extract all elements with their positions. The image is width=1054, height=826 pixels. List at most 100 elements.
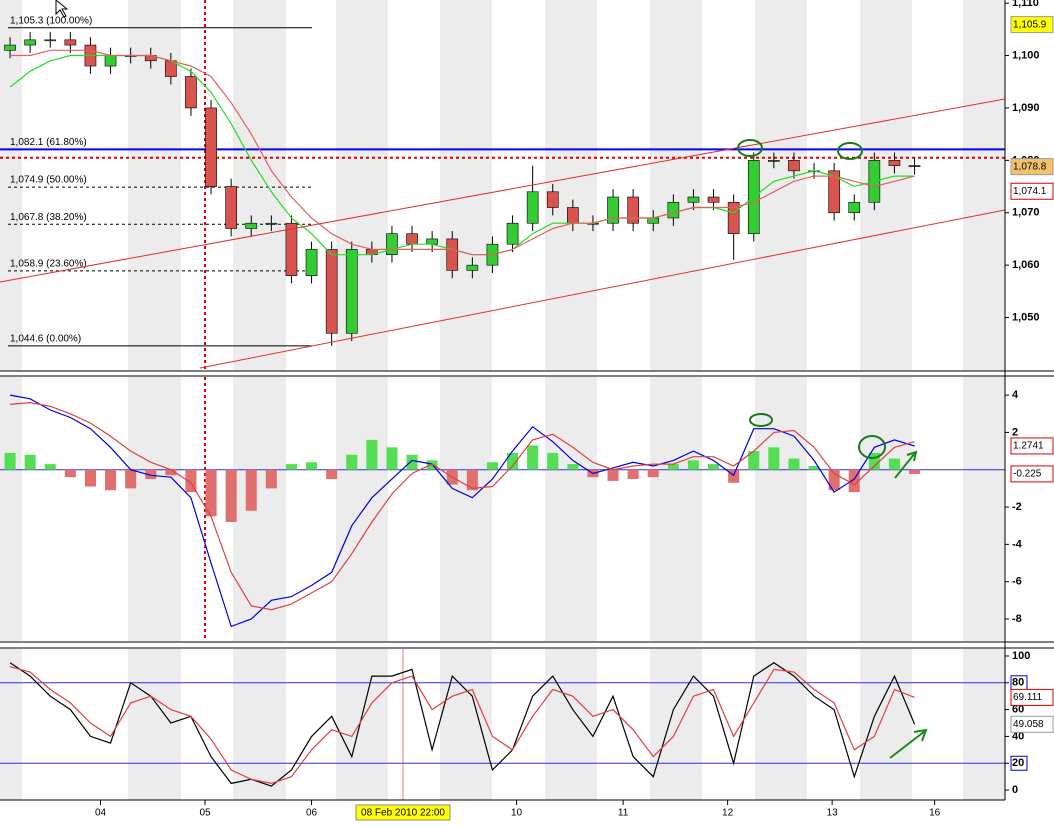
value-marker-box bbox=[1010, 182, 1054, 200]
histogram-bar bbox=[185, 469, 197, 493]
x-tick-label: 06 bbox=[306, 808, 318, 819]
histogram-bar bbox=[366, 439, 378, 470]
histogram-bar bbox=[225, 469, 237, 522]
y-tick-label: -8 bbox=[1012, 613, 1022, 625]
candle-body bbox=[506, 222, 519, 245]
histogram-bar bbox=[768, 447, 780, 470]
fib-label: 1,044.6 (0.00%) bbox=[10, 333, 81, 344]
value-marker-label: 1,105.9 bbox=[1013, 19, 1047, 30]
histogram-bar bbox=[64, 469, 76, 478]
session-band bbox=[650, 377, 702, 641]
value-marker-box bbox=[1010, 437, 1054, 455]
value-marker-box bbox=[1010, 158, 1054, 176]
session-band bbox=[963, 377, 1005, 641]
session-band bbox=[0, 377, 22, 641]
session-band bbox=[545, 0, 597, 371]
histogram-bar bbox=[687, 460, 699, 470]
candle-body bbox=[285, 222, 298, 276]
histogram-bar bbox=[245, 469, 257, 511]
histogram-bar bbox=[44, 464, 56, 470]
y-tick-box bbox=[1010, 755, 1028, 771]
histogram-bar bbox=[24, 454, 36, 470]
histogram-bar bbox=[386, 447, 398, 470]
indicator-line bbox=[9, 666, 915, 785]
candle-body bbox=[567, 207, 579, 224]
histogram-bar bbox=[888, 458, 900, 470]
histogram-bar bbox=[346, 454, 358, 470]
candle-body bbox=[788, 160, 800, 172]
y-tick-label: 2 bbox=[1012, 426, 1018, 438]
fib-label: 1,082.1 (61.80%) bbox=[10, 137, 87, 148]
y-tick-label: 1,100 bbox=[1012, 49, 1040, 61]
indicator-line bbox=[9, 661, 916, 787]
fib-label: 1,067.8 (38.20%) bbox=[10, 212, 87, 223]
histogram-bar bbox=[607, 469, 619, 481]
session-band bbox=[545, 649, 597, 800]
candle-body bbox=[687, 196, 700, 203]
session-band bbox=[233, 377, 286, 641]
value-marker-label: 69.111 bbox=[1013, 692, 1043, 703]
candle-body bbox=[607, 196, 619, 224]
y-tick-label: 1,050 bbox=[1012, 311, 1040, 323]
candle-body bbox=[64, 39, 77, 46]
candle-body bbox=[104, 55, 117, 67]
session-band bbox=[336, 377, 388, 641]
x-tick-label: 11 bbox=[618, 808, 629, 819]
y-tick-label: 0 bbox=[1012, 784, 1018, 796]
session-band bbox=[440, 377, 492, 641]
session-band bbox=[650, 649, 702, 800]
candle-body bbox=[44, 39, 57, 42]
candle-body bbox=[4, 44, 16, 51]
histogram-bar bbox=[808, 465, 820, 470]
histogram-bar bbox=[647, 469, 659, 478]
candle-body bbox=[707, 196, 720, 203]
histogram-bar bbox=[909, 469, 921, 474]
session-band bbox=[860, 0, 912, 371]
value-marker-label: 1.2741 bbox=[1013, 441, 1044, 452]
histogram-bar bbox=[285, 464, 297, 470]
value-marker-box bbox=[1010, 688, 1054, 706]
candle-body bbox=[185, 76, 197, 109]
histogram-bar bbox=[205, 469, 217, 517]
session-band bbox=[755, 377, 807, 641]
crosshair-label: 08 Feb 2010 22:00 bbox=[361, 808, 445, 819]
channel-upper bbox=[0, 98, 1006, 283]
session-band bbox=[440, 0, 492, 371]
fib-label: 1,058.9 (23.60%) bbox=[10, 259, 87, 270]
y-tick-label: 4 bbox=[1012, 389, 1019, 401]
value-marker-box bbox=[1010, 465, 1054, 483]
value-marker-label: -0.225 bbox=[1013, 469, 1042, 480]
histogram-bar bbox=[145, 469, 157, 480]
y-tick-label: 80 bbox=[1012, 677, 1024, 689]
arrow bbox=[894, 450, 918, 479]
session-band bbox=[0, 649, 22, 800]
candle-body bbox=[768, 160, 780, 162]
candle-body bbox=[265, 222, 278, 225]
candle-body bbox=[225, 186, 237, 229]
histogram-bar bbox=[486, 462, 498, 470]
y-tick-label: 1,090 bbox=[1012, 102, 1040, 114]
channel-lower bbox=[199, 209, 1006, 369]
histogram-bar bbox=[748, 451, 760, 470]
candle-body bbox=[848, 201, 861, 214]
candle-body bbox=[24, 39, 36, 46]
session-band bbox=[963, 649, 1005, 800]
histogram-bar bbox=[507, 452, 519, 470]
y-tick-label: 20 bbox=[1012, 757, 1024, 769]
candle-body bbox=[406, 233, 418, 245]
fib-label: 1,074.9 (50.00%) bbox=[10, 175, 87, 186]
histogram-bar bbox=[868, 452, 880, 470]
session-bands bbox=[0, 0, 1005, 800]
candle-body bbox=[908, 165, 921, 167]
histogram-bar bbox=[667, 464, 679, 470]
mouse-cursor bbox=[55, 0, 69, 18]
annotations bbox=[0, 0, 1006, 759]
x-tick-label: 13 bbox=[827, 808, 839, 819]
histogram-bar bbox=[567, 464, 579, 470]
value-marker-box bbox=[1010, 16, 1054, 34]
histogram-bar bbox=[527, 445, 539, 470]
session-band bbox=[336, 649, 388, 800]
session-band bbox=[755, 0, 807, 371]
